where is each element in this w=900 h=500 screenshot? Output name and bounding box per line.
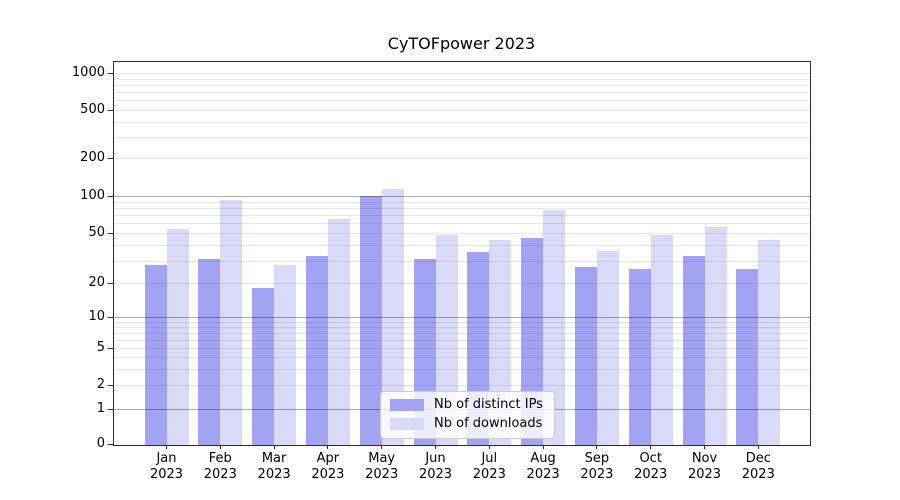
y-tick-label: 5: [96, 340, 105, 355]
bars-layer: [114, 62, 810, 445]
x-tick-mark: [542, 445, 544, 449]
y-tick-label: 100: [80, 188, 105, 203]
bar-downloads-jan: [166, 228, 189, 445]
x-tick-mark: [704, 445, 705, 449]
x-tick-mark: [327, 445, 329, 449]
bar-distinct-ips-nov: [682, 255, 705, 445]
legend-label-distinct-ips: Nb of distinct IPs: [434, 397, 543, 412]
x-tick-mark: [757, 445, 759, 449]
x-tick-label-aug: Aug 2023: [526, 451, 560, 482]
x-tick-label-apr: Apr 2023: [311, 451, 345, 482]
bar-distinct-ips-oct: [628, 268, 651, 445]
bar-downloads-apr: [327, 218, 350, 445]
bar-distinct-ips-may: [359, 196, 382, 445]
legend-swatch-downloads-icon: [390, 418, 424, 430]
y-tick-label: 500: [80, 102, 105, 117]
y-tick-label: 0: [96, 435, 105, 451]
x-tick-mark: [488, 445, 490, 449]
legend: Nb of distinct IPs Nb of downloads: [380, 391, 555, 439]
y-tick-mark: [108, 443, 113, 445]
x-tick-mark: [273, 445, 275, 449]
legend-item-distinct-ips: Nb of distinct IPs: [390, 398, 543, 412]
y-tick-label: 200: [80, 150, 105, 165]
x-tick-mark: [166, 445, 167, 449]
y-tick-mark: [108, 73, 113, 74]
bar-distinct-ips-feb: [198, 259, 221, 445]
legend-item-downloads: Nb of downloads: [390, 417, 543, 431]
bar-distinct-ips-sep: [574, 266, 597, 445]
legend-swatch-distinct-ips-icon: [390, 399, 424, 411]
legend-label-downloads: Nb of downloads: [434, 416, 543, 431]
x-tick-mark: [381, 445, 383, 449]
y-tick-mark: [108, 348, 113, 349]
bar-downloads-may: [381, 188, 404, 445]
y-tick-label: 2: [96, 377, 105, 392]
x-tick-label-jun: Jun 2023: [418, 451, 453, 482]
x-tick-mark: [435, 445, 436, 449]
y-tick-label: 20: [88, 275, 105, 290]
y-tick-label: 1000: [71, 65, 105, 80]
bar-distinct-ips-dec: [736, 268, 759, 445]
y-tick-mark: [108, 317, 113, 318]
y-tick-mark: [108, 110, 113, 111]
y-tick-mark: [108, 158, 113, 159]
x-tick-label-nov: Nov 2023: [687, 451, 722, 482]
bar-downloads-aug: [543, 209, 566, 445]
y-tick-mark: [108, 408, 113, 410]
x-tick-mark: [596, 445, 598, 449]
x-tick-mark: [650, 445, 652, 449]
bar-downloads-feb: [220, 200, 243, 445]
chart-title: CyTOFpower 2023: [387, 34, 536, 53]
x-tick-label-jan: Jan 2023: [149, 451, 184, 482]
x-tick-label-oct: Oct 2023: [634, 451, 668, 482]
bar-downloads-nov: [704, 226, 727, 445]
x-tick-label-mar: Mar 2023: [257, 451, 291, 482]
plot-area: [113, 61, 811, 446]
x-tick-label-may: May 2023: [365, 451, 399, 482]
bar-downloads-oct: [650, 235, 673, 445]
bar-downloads-dec: [758, 239, 781, 445]
y-tick-mark: [108, 196, 113, 197]
x-tick-mark: [219, 445, 221, 449]
bar-distinct-ips-apr: [305, 255, 328, 445]
bar-distinct-ips-mar: [252, 288, 275, 445]
y-tick-mark: [108, 385, 113, 386]
bar-distinct-ips-jan: [144, 264, 167, 445]
y-tick-mark: [108, 283, 113, 284]
y-tick-label: 1: [96, 400, 105, 416]
bar-downloads-sep: [596, 250, 619, 445]
bar-downloads-mar: [274, 264, 297, 445]
y-tick-label: 50: [88, 225, 105, 240]
x-tick-label-jul: Jul 2023: [472, 451, 506, 482]
x-tick-label-dec: Dec 2023: [741, 451, 775, 482]
y-tick-mark: [108, 233, 113, 234]
y-tick-label: 10: [88, 309, 105, 324]
x-tick-label-sep: Sep 2023: [580, 451, 614, 482]
x-tick-label-feb: Feb 2023: [203, 451, 237, 482]
